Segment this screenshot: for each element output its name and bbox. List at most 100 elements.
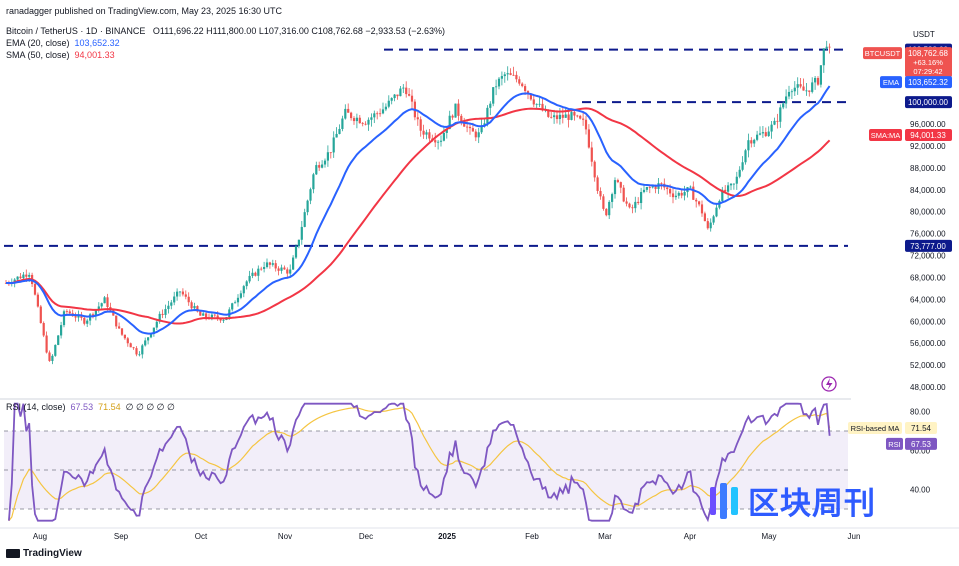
candle-body [561, 114, 564, 118]
candle-body [814, 77, 817, 83]
candle-body [489, 103, 492, 108]
candle-body [54, 344, 57, 356]
price-tag-symbol-bg [863, 47, 902, 60]
candle-body [570, 112, 573, 120]
ema-legend-value: 103,652.32 [74, 38, 120, 48]
candle-body [677, 192, 680, 196]
candle-body [199, 311, 202, 316]
candle-body [666, 187, 669, 190]
candle-body [312, 174, 315, 190]
x-tick-label: Dec [359, 532, 373, 541]
candle-body [553, 115, 556, 118]
candle-body [576, 115, 579, 117]
candle-body [779, 107, 782, 122]
candle-body [605, 208, 608, 216]
candle-body [805, 90, 808, 92]
candle-body [532, 99, 535, 105]
candle-body [338, 128, 341, 134]
candle-body [376, 113, 379, 115]
candle-body [65, 311, 68, 313]
candle-body [251, 272, 254, 276]
candle-body [329, 152, 332, 154]
candle-body [381, 109, 385, 114]
rsi-ma-tag-name-bg [848, 421, 902, 434]
candle-body [36, 294, 39, 307]
candle-body [297, 239, 300, 247]
candle-body [776, 120, 779, 122]
candle-body [149, 333, 153, 338]
rsi-tick-label: 80.00 [910, 408, 931, 417]
candle-body [126, 338, 129, 344]
candle-body [315, 165, 318, 175]
candle-body [439, 140, 443, 142]
rsi-tag-bg [905, 437, 937, 450]
candle-body [454, 103, 457, 118]
rsi-legend-value: 67.53 [70, 402, 94, 412]
watermark-text: 区块周刊 [748, 486, 876, 522]
y-tick-label: 72,000.00 [910, 252, 946, 261]
candle-body [828, 46, 831, 48]
candle-body [193, 306, 196, 309]
x-tick-label: Apr [684, 532, 697, 541]
candle-body [811, 82, 814, 92]
candle-body [698, 201, 701, 205]
candle-body [402, 87, 405, 89]
candle-body [625, 201, 628, 204]
candle-body [144, 340, 147, 346]
candle-body [692, 186, 695, 200]
candle-body [352, 118, 356, 122]
candle-body [529, 93, 532, 100]
candle-body [512, 74, 515, 76]
candle-body [254, 272, 257, 276]
candle-body [521, 83, 524, 87]
ema-legend[interactable]: EMA (20, close) 103,652.32 [6, 38, 120, 48]
candle-body [486, 107, 489, 124]
candle-body [753, 139, 756, 144]
candle-body [161, 313, 164, 315]
candle-body [86, 320, 89, 324]
candle-body [631, 207, 634, 209]
candle-body [103, 297, 106, 304]
candle-body [22, 274, 25, 279]
candle-body [608, 201, 611, 216]
candle-body [622, 187, 625, 202]
rsi-tick-label: 40.00 [910, 486, 931, 495]
candle-body [628, 203, 631, 208]
y-tick-label: 80,000.00 [910, 208, 946, 217]
candle-body [785, 96, 788, 104]
candle-body [393, 94, 396, 99]
candle-body [300, 226, 303, 240]
candle-body [727, 185, 730, 192]
candle-body [526, 91, 530, 94]
rsi-legend[interactable]: RSI (14, close) 67.53 71.54 ∅ ∅ ∅ ∅ ∅ [6, 402, 175, 413]
candle-body [582, 118, 585, 120]
candle-body [773, 120, 776, 125]
x-tick-label: 2025 [438, 532, 456, 541]
candle-body [289, 269, 292, 274]
candle-body [410, 95, 414, 102]
candle-body [367, 119, 370, 125]
candle-body [695, 199, 698, 202]
candle-body [689, 186, 692, 188]
level-tag-label: 73,777.00 [910, 242, 946, 251]
candle-body [341, 118, 344, 129]
candle-body [265, 262, 269, 268]
candle-body [62, 311, 66, 326]
candle-body [28, 274, 31, 277]
candle-body [277, 268, 280, 271]
candle-body [379, 113, 382, 115]
candle-body [170, 302, 173, 306]
candle-body [747, 140, 750, 151]
candle-body [213, 314, 216, 316]
candle-body [799, 84, 802, 87]
candle-body [764, 132, 767, 137]
candle-body [637, 201, 640, 204]
candle-body [323, 160, 327, 165]
candle-body [782, 103, 785, 108]
sma-legend[interactable]: SMA (50, close) 94,001.33 [6, 50, 115, 60]
candle-body [538, 103, 541, 105]
y-tick-label: 92,000.00 [910, 142, 946, 151]
candle-body [819, 65, 822, 85]
candle-body [474, 131, 477, 138]
